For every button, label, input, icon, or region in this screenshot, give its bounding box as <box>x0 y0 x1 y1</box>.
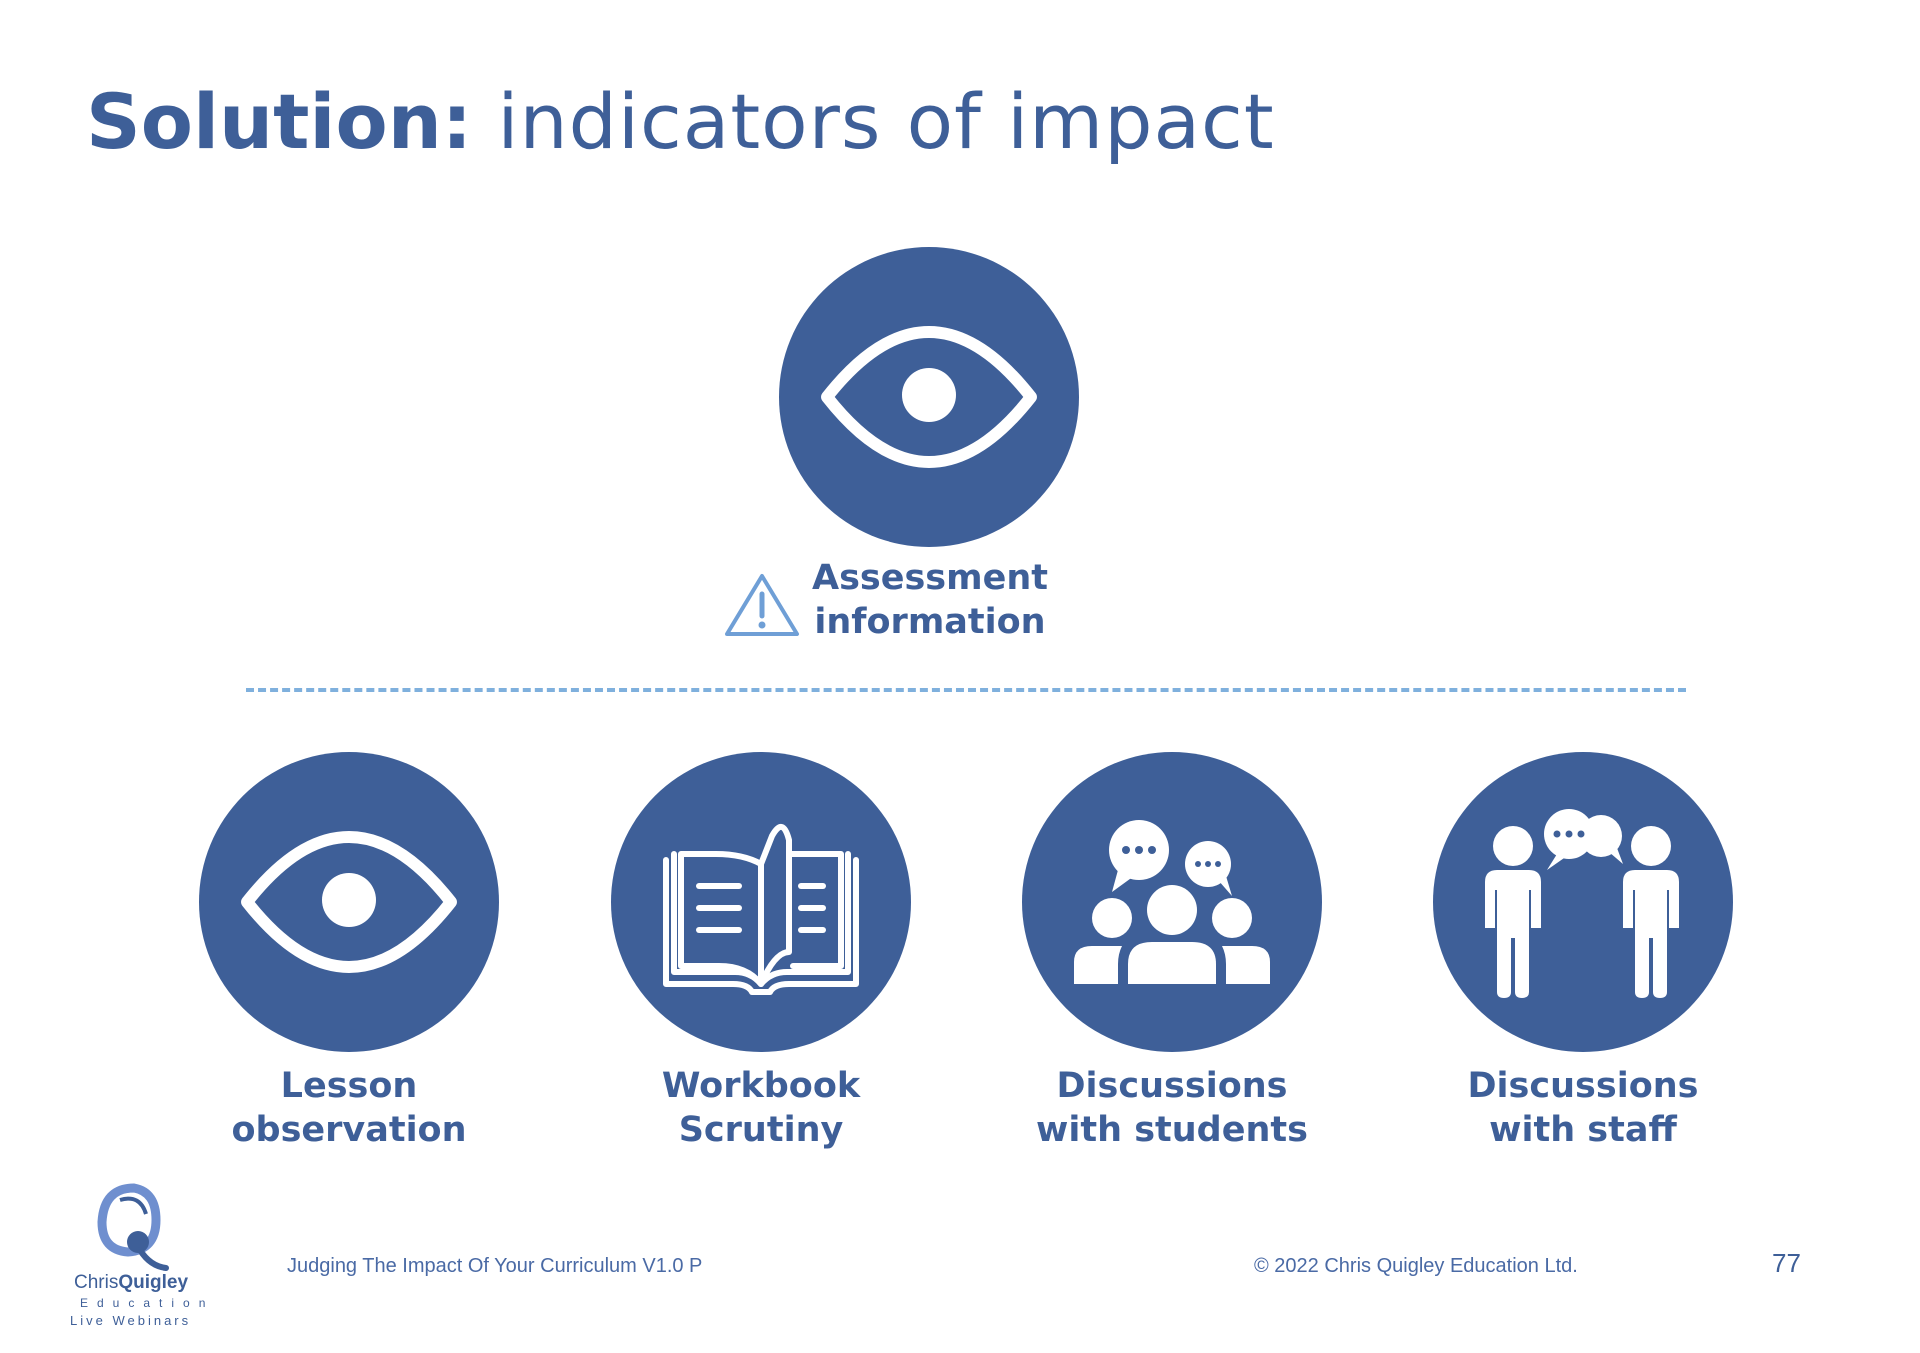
logo-mark-icon <box>97 1183 169 1271</box>
label-line: observation <box>231 1110 467 1150</box>
logo-name: ChrisQuigley <box>74 1272 188 1294</box>
dashed-divider <box>246 688 1686 692</box>
label-line: information <box>814 602 1046 642</box>
label-line: Discussions <box>1056 1066 1288 1106</box>
label-line: Lesson <box>280 1066 418 1106</box>
warning-triangle-icon <box>725 574 799 636</box>
title-bold: Solution: <box>86 77 473 166</box>
logo-education: Education <box>80 1296 215 1310</box>
group-chat-icon <box>1074 820 1270 984</box>
label-line: Scrutiny <box>678 1110 844 1150</box>
footer-copyright: © 2022 Chris Quigley Education Ltd. <box>1254 1255 1578 1277</box>
lesson-observation-circle <box>199 752 499 1052</box>
label-line: with staff <box>1489 1110 1677 1150</box>
title-light: indicators of impact <box>472 77 1275 166</box>
discussions-staff-label: Discussions with staff <box>1403 1064 1763 1152</box>
label-line: Assessment <box>811 558 1048 598</box>
footer-course-title: Judging The Impact Of Your Curriculum V1… <box>287 1255 703 1277</box>
workbook-scrutiny-label: Workbook Scrutiny <box>581 1064 941 1152</box>
lesson-observation-label: Lesson observation <box>169 1064 529 1152</box>
two-people-talking-icon <box>1485 809 1679 998</box>
assessment-label: Assessment information <box>750 556 1110 644</box>
logo-name-bold: Quigley <box>118 1272 189 1293</box>
label-line: with students <box>1036 1110 1308 1150</box>
page-number: 77 <box>1772 1248 1801 1278</box>
discussions-students-circle <box>1022 752 1322 1052</box>
eye-icon <box>821 326 1037 468</box>
assessment-circle <box>779 247 1079 547</box>
open-book-icon <box>663 824 859 995</box>
logo-name-regular: Chris <box>74 1272 119 1293</box>
workbook-scrutiny-circle <box>611 752 911 1052</box>
label-line: Discussions <box>1467 1066 1699 1106</box>
discussions-staff-circle <box>1433 752 1733 1052</box>
eye-icon <box>241 831 457 973</box>
page-title: Solution: indicators of impact <box>86 72 1275 172</box>
discussions-students-label: Discussions with students <box>992 1064 1352 1152</box>
logo-live-webinars: Live Webinars <box>70 1313 192 1328</box>
chris-quigley-logo: ChrisQuigley Education Live Webinars <box>66 1180 206 1330</box>
label-line: Workbook <box>661 1066 861 1106</box>
